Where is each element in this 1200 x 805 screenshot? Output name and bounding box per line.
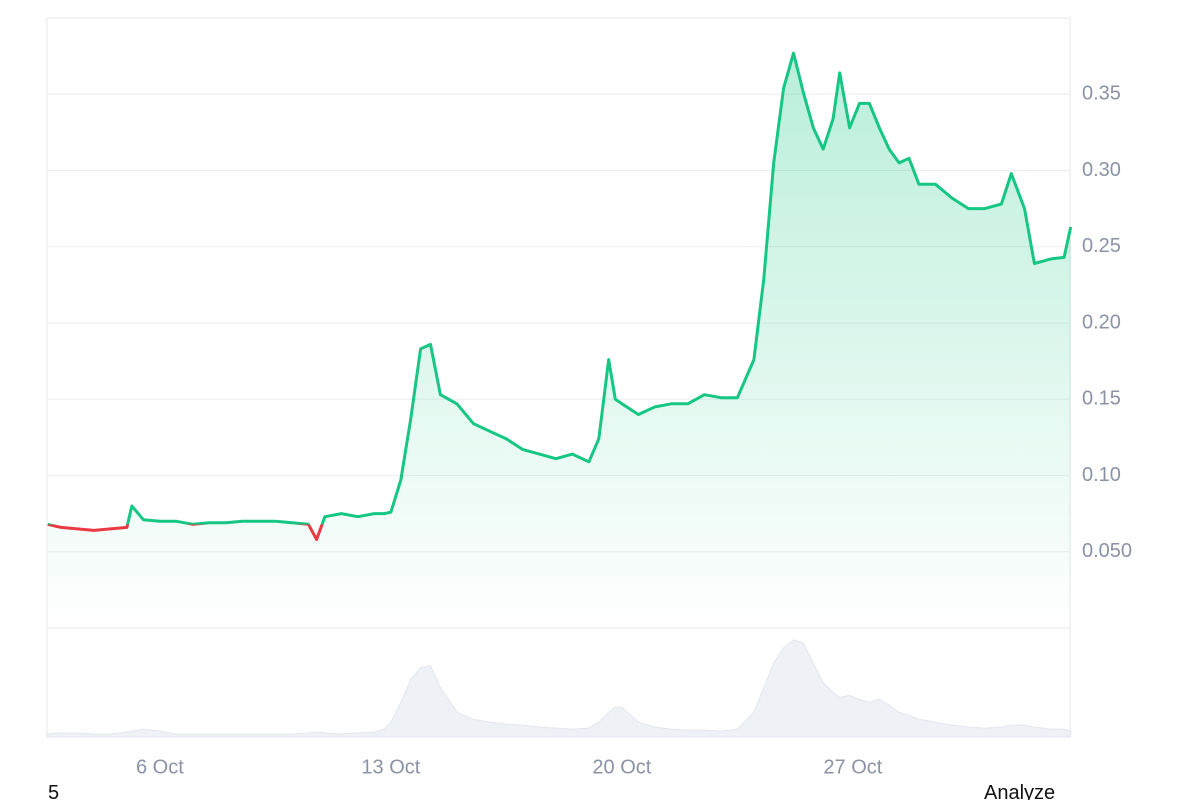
- y-tick-label: 0.050: [1082, 540, 1132, 562]
- plot-layer: 0.050 0.10 0.15 0.20 0.25 0.30 0.35 6 Oct 13 Oct…: [47, 51, 1132, 778]
- y-tick-label: 0.20: [1082, 311, 1121, 333]
- x-tick-label: 13 Oct: [361, 756, 420, 778]
- price-line: [47, 51, 1073, 541]
- x-tick-label: 20 Oct: [592, 756, 651, 778]
- y-tick-label: 0.35: [1082, 83, 1121, 105]
- footer-left: 5: [48, 782, 59, 800]
- volume-area: [47, 639, 1072, 738]
- y-tick-label: 0.25: [1082, 235, 1121, 257]
- footer-right: Analyze: [984, 782, 1055, 800]
- x-tick-label: 27 Oct: [823, 756, 882, 778]
- y-tick-label: 0.30: [1082, 159, 1121, 181]
- y-tick-label: 0.15: [1082, 388, 1121, 410]
- price-area: [47, 53, 1071, 629]
- x-tick-label: 6 Oct: [136, 756, 184, 778]
- y-tick-label: 0.10: [1082, 464, 1121, 486]
